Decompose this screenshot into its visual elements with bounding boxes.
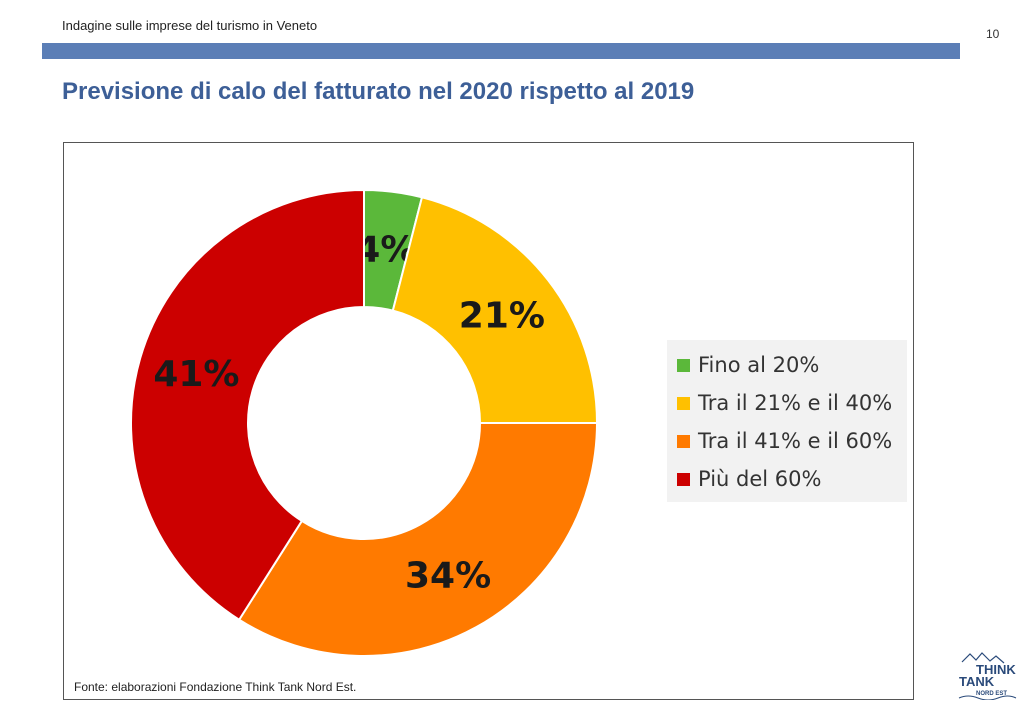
report-subtitle: Indagine sulle imprese del turismo in Ve… bbox=[62, 18, 318, 33]
data-label: 21% bbox=[459, 296, 545, 337]
legend-swatch bbox=[677, 358, 690, 372]
data-label: 34% bbox=[405, 555, 491, 596]
chart-frame: 4% 21% 34% 41% Fino al 20% Tra il 21% e il … bbox=[63, 142, 914, 700]
logo-tank: TANK bbox=[959, 674, 995, 689]
logo-nord-est: NORD EST bbox=[976, 691, 1007, 697]
slide-title: Previsione di calo del fatturato nel 202… bbox=[62, 78, 695, 105]
slice-oltre-60 bbox=[130, 188, 365, 622]
legend-label: Tra il 21% e il 40% bbox=[698, 391, 893, 415]
legend-item: Fino al 20% bbox=[667, 346, 907, 384]
page-number: 10 bbox=[986, 27, 1000, 41]
slice-41-60 bbox=[237, 422, 599, 657]
legend-label: Fino al 20% bbox=[698, 353, 820, 377]
legend-swatch bbox=[677, 396, 690, 410]
slice-21-40 bbox=[391, 196, 599, 424]
legend-label: Più del 60% bbox=[698, 467, 822, 491]
legend-swatch bbox=[677, 434, 690, 448]
header-bar bbox=[42, 43, 960, 59]
data-label: 41% bbox=[153, 354, 239, 395]
legend-item: Più del 60% bbox=[667, 460, 907, 498]
legend-label: Tra il 41% e il 60% bbox=[698, 429, 893, 453]
logo-think: THINK bbox=[976, 662, 1016, 677]
chart-legend: Fino al 20% Tra il 21% e il 40% Tra il 4… bbox=[667, 340, 907, 502]
source-note: Fonte: elaborazioni Fondazione Think Tan… bbox=[74, 680, 357, 694]
legend-item: Tra il 21% e il 40% bbox=[667, 384, 907, 422]
donut-chart: 4%21%34%41% bbox=[130, 188, 599, 657]
legend-item: Tra il 41% e il 60% bbox=[667, 422, 907, 460]
think-tank-logo: THINK TANK NORD EST bbox=[958, 652, 1016, 700]
legend-swatch bbox=[677, 472, 690, 486]
